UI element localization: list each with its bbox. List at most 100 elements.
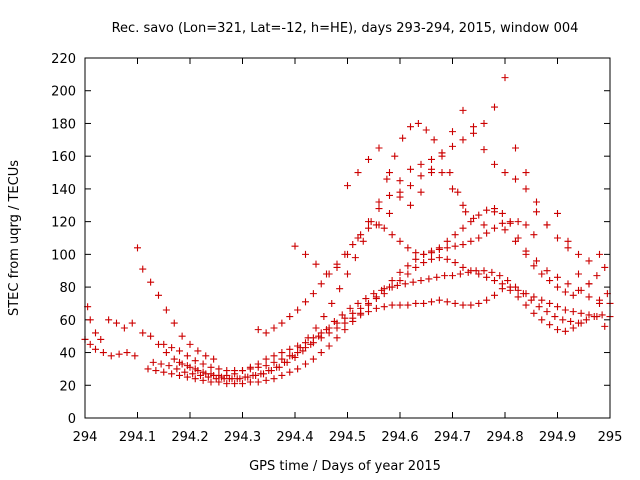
data-point: [254, 378, 262, 386]
data-point: [404, 270, 412, 278]
data-point: [375, 221, 383, 229]
data-point: [278, 371, 286, 379]
data-point: [336, 285, 344, 293]
data-point: [459, 263, 467, 271]
data-point: [435, 254, 443, 262]
data-point: [428, 249, 435, 257]
data-point: [157, 360, 165, 368]
data-point: [207, 378, 215, 386]
data-point: [433, 273, 441, 281]
data-point: [176, 358, 183, 366]
y-tick-label: 100: [51, 248, 76, 263]
data-point: [372, 295, 380, 303]
data-point: [380, 224, 388, 232]
data-point: [522, 247, 530, 255]
data-point: [598, 311, 606, 319]
data-point: [475, 270, 483, 278]
data-point: [294, 349, 302, 357]
data-point: [585, 280, 593, 288]
data-point: [491, 277, 498, 285]
data-point: [228, 375, 236, 383]
data-point: [254, 360, 262, 368]
data-point: [152, 367, 160, 375]
data-point: [262, 376, 270, 384]
data-point: [470, 123, 477, 131]
data-point: [173, 365, 181, 373]
data-point: [262, 362, 270, 370]
series-6: [176, 254, 609, 379]
data-point: [546, 299, 554, 307]
data-point: [404, 262, 412, 270]
data-point: [396, 268, 404, 276]
data-point: [183, 373, 191, 381]
data-point: [561, 288, 569, 296]
data-point: [207, 370, 215, 378]
data-point: [270, 375, 278, 383]
data-point: [443, 255, 451, 263]
data-point: [420, 299, 428, 307]
data-point: [559, 316, 567, 324]
data-point: [328, 299, 336, 307]
y-tick-label: 120: [51, 216, 76, 231]
data-point: [577, 319, 585, 327]
data-point: [593, 272, 601, 280]
data-point: [428, 165, 435, 173]
data-point: [191, 357, 199, 365]
data-point: [341, 326, 349, 334]
data-point: [535, 303, 543, 311]
data-point: [449, 272, 456, 280]
x-tick-label: 294.7: [434, 430, 471, 445]
data-point: [199, 368, 207, 376]
data-point: [365, 224, 372, 232]
data-point: [275, 363, 283, 371]
data-point: [449, 142, 456, 150]
data-point: [191, 375, 199, 383]
data-point: [97, 335, 105, 343]
data-point: [388, 277, 396, 285]
data-point: [483, 296, 491, 304]
data-point: [459, 201, 467, 209]
data-point: [491, 160, 498, 168]
data-point: [491, 224, 498, 232]
data-point: [428, 155, 435, 163]
data-point: [449, 128, 456, 136]
data-point: [407, 123, 414, 131]
data-point: [252, 371, 260, 379]
data-point: [162, 306, 170, 314]
series-7: [254, 205, 609, 337]
data-point: [147, 278, 155, 286]
data-point: [278, 319, 286, 327]
data-point: [399, 134, 407, 142]
data-point: [538, 296, 546, 304]
data-point: [246, 378, 254, 386]
data-point: [564, 244, 572, 252]
y-tick-label: 200: [51, 85, 76, 100]
data-point: [407, 201, 414, 209]
data-point: [498, 280, 506, 288]
data-point: [207, 363, 215, 371]
data-point: [522, 185, 530, 193]
y-tick-label: 140: [51, 183, 76, 198]
data-point: [168, 370, 176, 378]
data-point: [522, 301, 530, 309]
data-point: [514, 293, 522, 301]
data-point: [417, 160, 425, 168]
data-point: [554, 234, 561, 242]
data-point: [239, 367, 246, 375]
data-point: [512, 237, 519, 245]
data-point: [92, 345, 99, 353]
data-point: [506, 219, 514, 227]
data-point: [404, 301, 412, 309]
data-point: [365, 218, 372, 226]
data-point: [160, 340, 168, 348]
data-point: [506, 283, 514, 291]
data-point: [344, 182, 351, 190]
data-point: [396, 193, 404, 201]
data-point: [430, 136, 438, 144]
data-point: [309, 355, 317, 363]
data-point: [407, 165, 414, 173]
data-point: [546, 277, 554, 285]
data-point: [585, 311, 593, 319]
data-point: [420, 259, 428, 267]
